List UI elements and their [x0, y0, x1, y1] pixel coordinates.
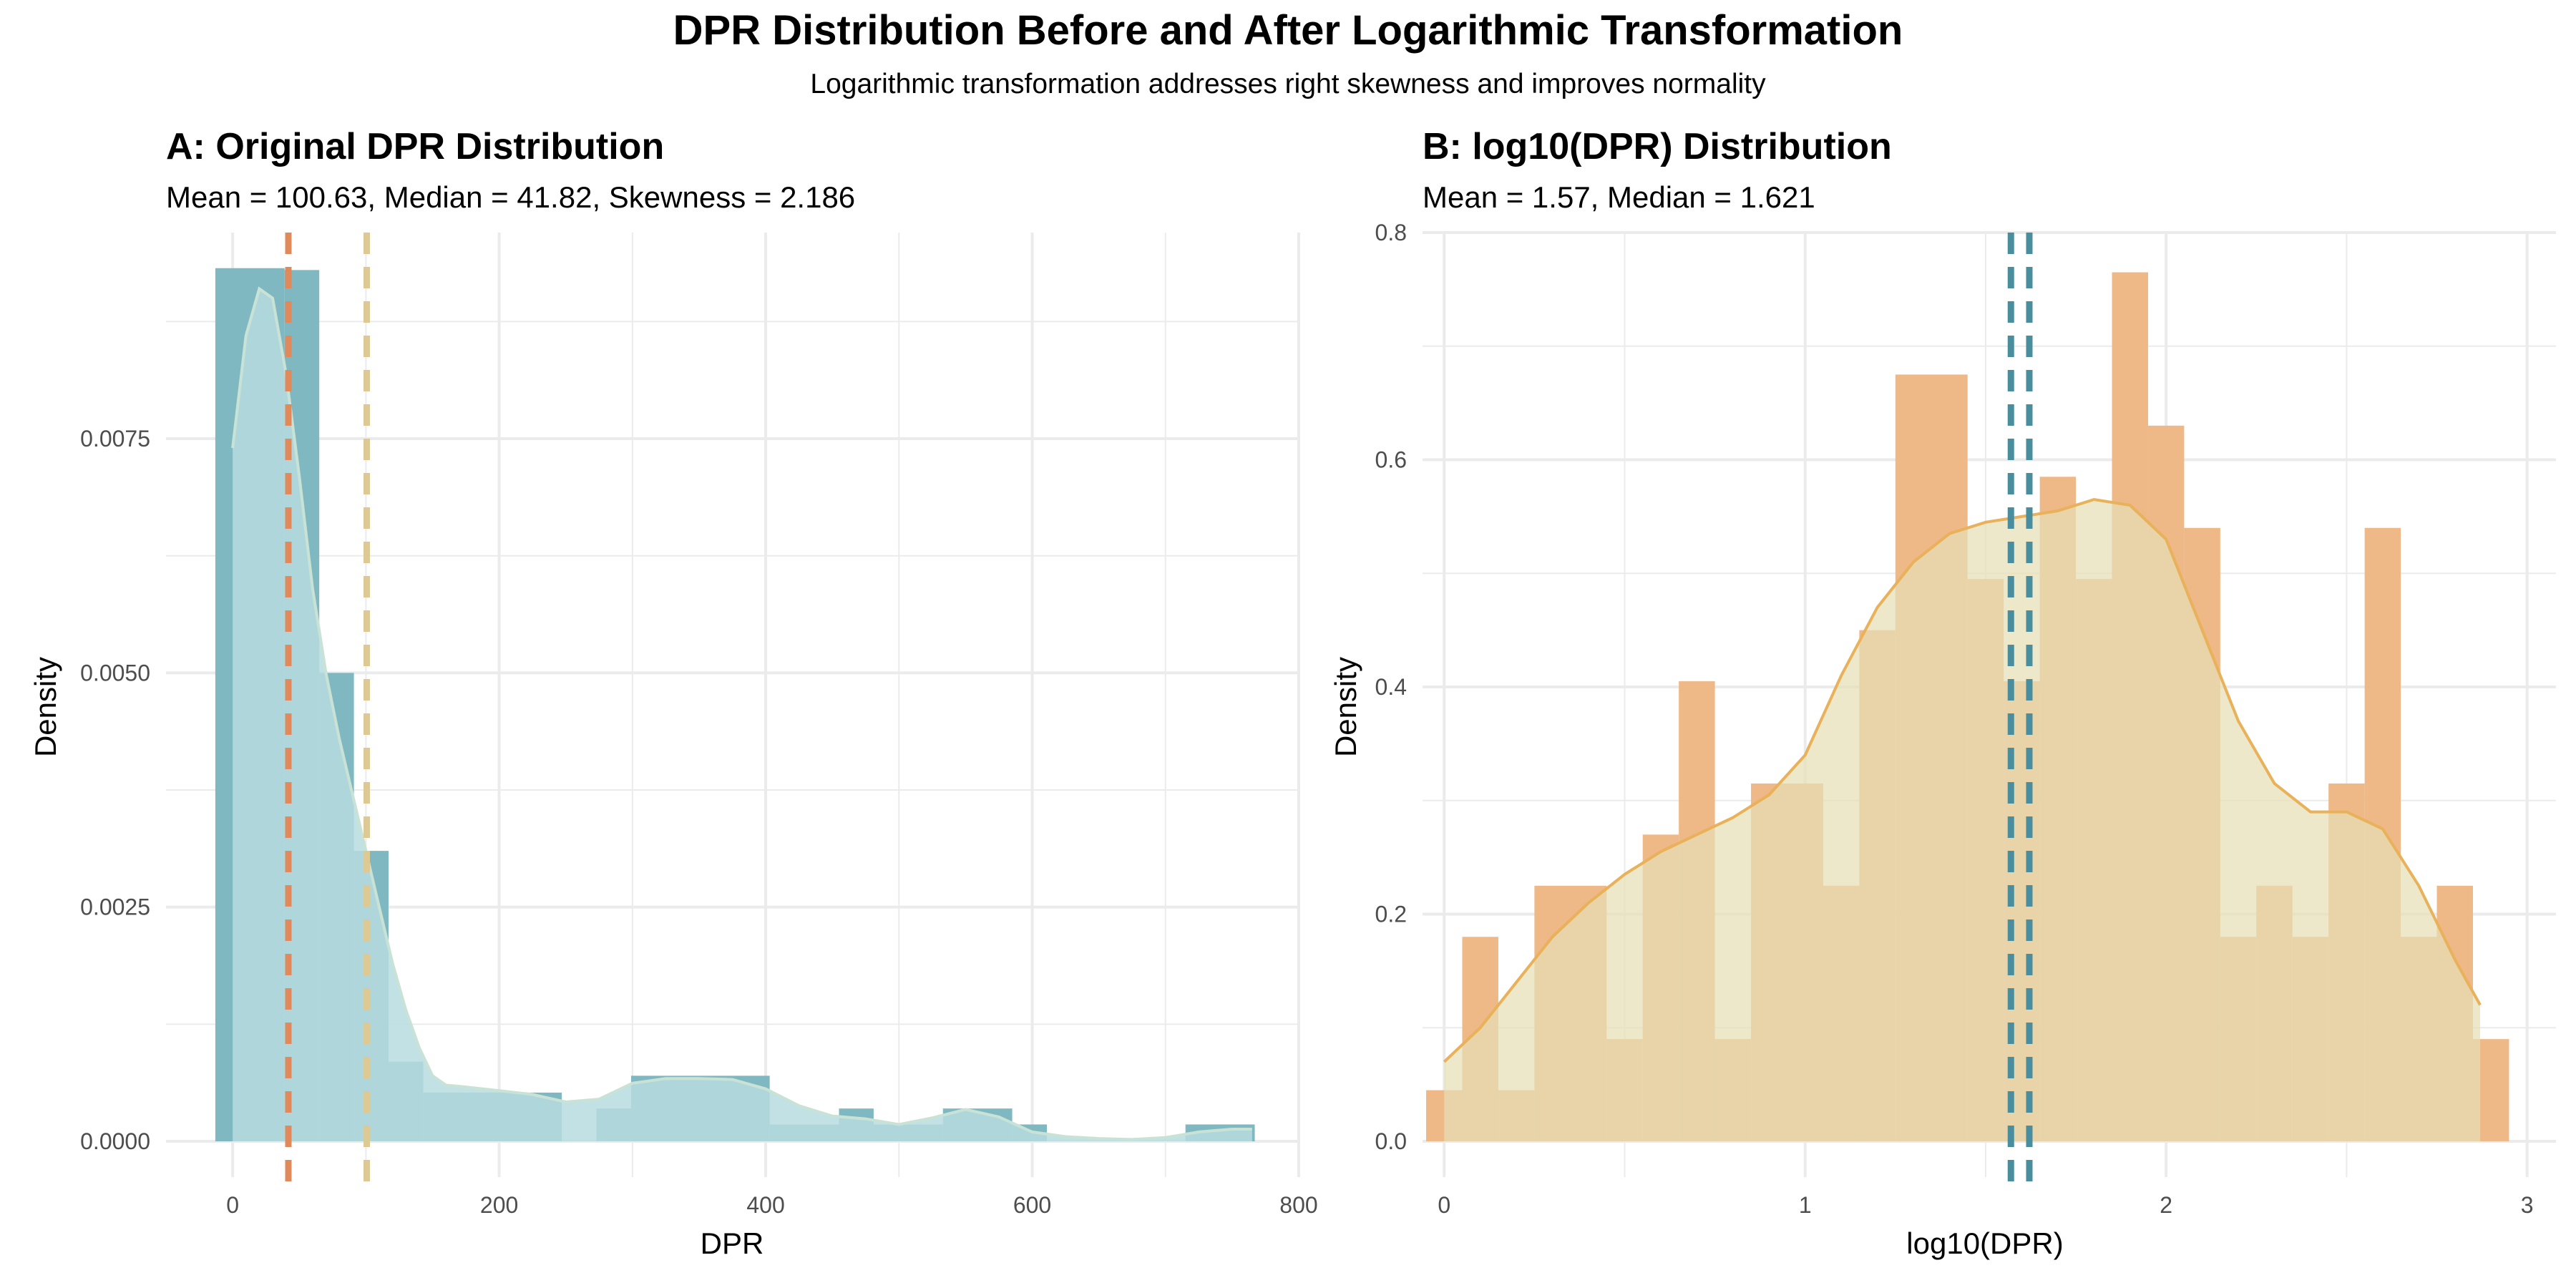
panel-a-x-axis-label: DPR	[701, 1226, 764, 1260]
panel-a-y-tick-label: 0.0075	[80, 426, 150, 452]
panel-a-chart: A: Original DPR Distribution Mean = 100.…	[29, 126, 1318, 1260]
panel-b-x-tick-label: 1	[1799, 1192, 1812, 1218]
panel-b-density-area	[1444, 499, 2481, 1141]
panel-a-x-tick-label: 600	[1013, 1192, 1051, 1218]
panel-a-y-axis-label: Density	[29, 657, 62, 757]
figure-title: DPR Distribution Before and After Logari…	[673, 7, 1903, 54]
panel-b-chart: B: log10(DPR) Distribution Mean = 1.57, …	[1329, 126, 2556, 1260]
panel-b-density-line	[1443, 498, 2482, 1063]
panel-b-x-tick-label: 2	[2160, 1192, 2172, 1218]
figure-subtitle: Logarithmic transformation addresses rig…	[810, 69, 1766, 99]
panel-b-title: B: log10(DPR) Distribution	[1423, 126, 1892, 167]
panel-b-y-tick-label: 0.0	[1375, 1128, 1407, 1154]
panel-a-density-area	[233, 288, 1252, 1142]
panel-b-y-tick-label: 0.6	[1375, 447, 1407, 473]
panel-a-y-tick-label: 0.0050	[80, 660, 150, 686]
panel-b-y-tick-label: 0.8	[1375, 220, 1407, 245]
panel-a-x-tick-label: 200	[480, 1192, 518, 1218]
panel-a-x-tick-label: 400	[746, 1192, 784, 1218]
panel-a-x-tick-label: 800	[1279, 1192, 1317, 1218]
panel-a-y-tick-label: 0.0025	[80, 894, 150, 920]
panel-b-x-tick-label: 0	[1438, 1192, 1450, 1218]
panel-a-title: A: Original DPR Distribution	[166, 126, 664, 167]
panel-b-x-axis-label: log10(DPR)	[1906, 1226, 2063, 1260]
panel-b-subtitle: Mean = 1.57, Median = 1.621	[1423, 180, 1815, 214]
panel-b-y-axis-label: Density	[1329, 657, 1362, 757]
panel-a-density-line	[231, 286, 1252, 1141]
panel-a-subtitle: Mean = 100.63, Median = 41.82, Skewness …	[166, 180, 855, 214]
panel-b-y-tick-label: 0.4	[1375, 674, 1407, 700]
panel-a-y-tick-label: 0.0000	[80, 1128, 150, 1154]
panel-b-y-tick-label: 0.2	[1375, 902, 1407, 927]
panel-b-x-tick-label: 3	[2521, 1192, 2534, 1218]
panel-a-x-tick-label: 0	[226, 1192, 239, 1218]
